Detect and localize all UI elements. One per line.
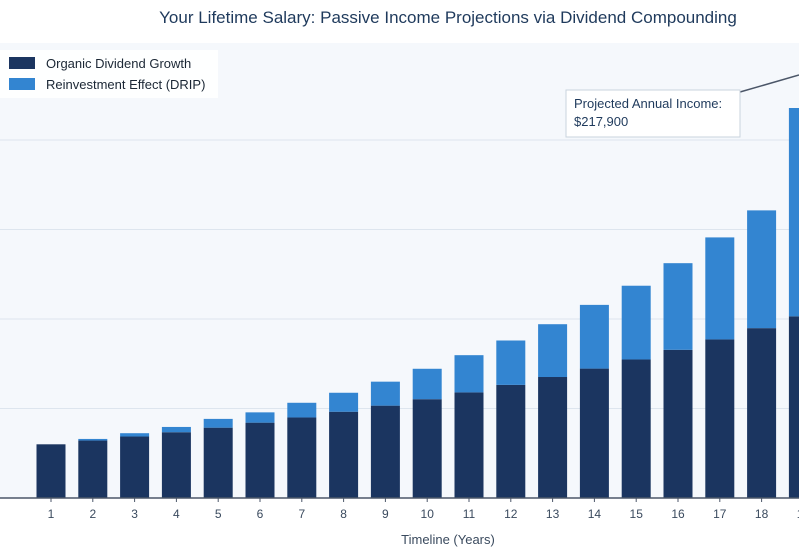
bar-organic-year-18 — [747, 328, 777, 498]
x-tick-label: 5 — [215, 507, 222, 521]
x-tick-label: 12 — [504, 507, 518, 521]
legend-background — [0, 50, 218, 98]
x-tick-label: 3 — [131, 507, 138, 521]
bar-organic-year-4 — [161, 432, 191, 498]
legend-label-drip: Reinvestment Effect (DRIP) — [46, 77, 205, 92]
bar-organic-year-10 — [412, 399, 442, 498]
x-tick-label: 16 — [671, 507, 685, 521]
bars-layer — [36, 108, 799, 498]
bar-organic-year-7 — [287, 417, 317, 498]
bar-organic-year-1 — [36, 444, 66, 498]
bar-organic-year-5 — [203, 427, 233, 498]
x-tick-labels: 12345678910111213141516171819 — [48, 498, 799, 521]
x-tick-label: 11 — [463, 507, 476, 521]
annotation-arrow — [739, 74, 799, 93]
bar-drip-year-16 — [663, 263, 693, 350]
x-tick-label: 17 — [713, 507, 727, 521]
bar-organic-year-13 — [538, 377, 568, 498]
bar-drip-year-18 — [747, 210, 777, 329]
bar-drip-year-3 — [120, 433, 150, 437]
x-tick-label: 7 — [298, 507, 305, 521]
annotation-text-line1: Projected Annual Income: — [574, 96, 722, 111]
x-tick-label: 15 — [630, 507, 644, 521]
bar-drip-year-17 — [705, 237, 735, 340]
x-tick-label: 13 — [546, 507, 560, 521]
bar-drip-year-2 — [78, 438, 108, 441]
x-tick-label: 4 — [173, 507, 180, 521]
annotation-text-line2: $217,900 — [574, 114, 628, 129]
bar-drip-year-13 — [538, 324, 568, 378]
annotation-box — [565, 89, 741, 138]
x-tick-label: 1 — [48, 507, 55, 521]
legend-swatch-organic — [9, 57, 35, 69]
bar-organic-year-15 — [621, 359, 651, 498]
bar-drip-year-5 — [203, 418, 233, 428]
legend: Organic Dividend Growth Reinvestment Eff… — [0, 50, 218, 98]
bar-organic-year-8 — [329, 411, 359, 498]
bar-organic-year-6 — [245, 422, 275, 498]
x-tick-label: 10 — [421, 507, 435, 521]
legend-swatch-drip — [9, 78, 35, 90]
x-tick-label: 18 — [755, 507, 769, 521]
bar-drip-year-6 — [245, 412, 275, 423]
bar-organic-year-9 — [370, 405, 400, 498]
x-tick-label: 8 — [340, 507, 347, 521]
bar-drip-year-4 — [161, 426, 191, 433]
x-axis-title: Timeline (Years) — [401, 532, 495, 547]
bar-organic-year-17 — [705, 339, 735, 498]
x-tick-label: 2 — [89, 507, 96, 521]
bar-organic-year-14 — [579, 368, 609, 498]
bar-drip-year-8 — [329, 392, 359, 412]
bar-organic-year-3 — [120, 436, 150, 498]
x-tick-label: 19 — [797, 507, 799, 521]
bar-drip-year-19 — [788, 108, 799, 317]
bar-drip-year-12 — [496, 340, 526, 385]
bar-drip-year-14 — [579, 304, 609, 369]
legend-label-organic: Organic Dividend Growth — [46, 56, 191, 71]
bar-organic-year-16 — [663, 349, 693, 498]
annotation: Projected Annual Income: $217,900 — [565, 74, 799, 138]
chart-title: Your Lifetime Salary: Passive Income Pro… — [159, 8, 737, 27]
x-tick-label: 14 — [588, 507, 602, 521]
x-tick-label: 6 — [257, 507, 264, 521]
bar-organic-year-11 — [454, 392, 484, 498]
bar-drip-year-9 — [370, 381, 400, 406]
bar-drip-year-15 — [621, 285, 651, 360]
x-tick-label: 9 — [382, 507, 389, 521]
bar-drip-year-11 — [454, 355, 484, 393]
bar-drip-year-10 — [412, 368, 442, 400]
bar-organic-year-2 — [78, 440, 108, 498]
bar-organic-year-12 — [496, 384, 526, 498]
bar-organic-year-19 — [788, 316, 799, 498]
bar-drip-year-7 — [287, 402, 317, 418]
